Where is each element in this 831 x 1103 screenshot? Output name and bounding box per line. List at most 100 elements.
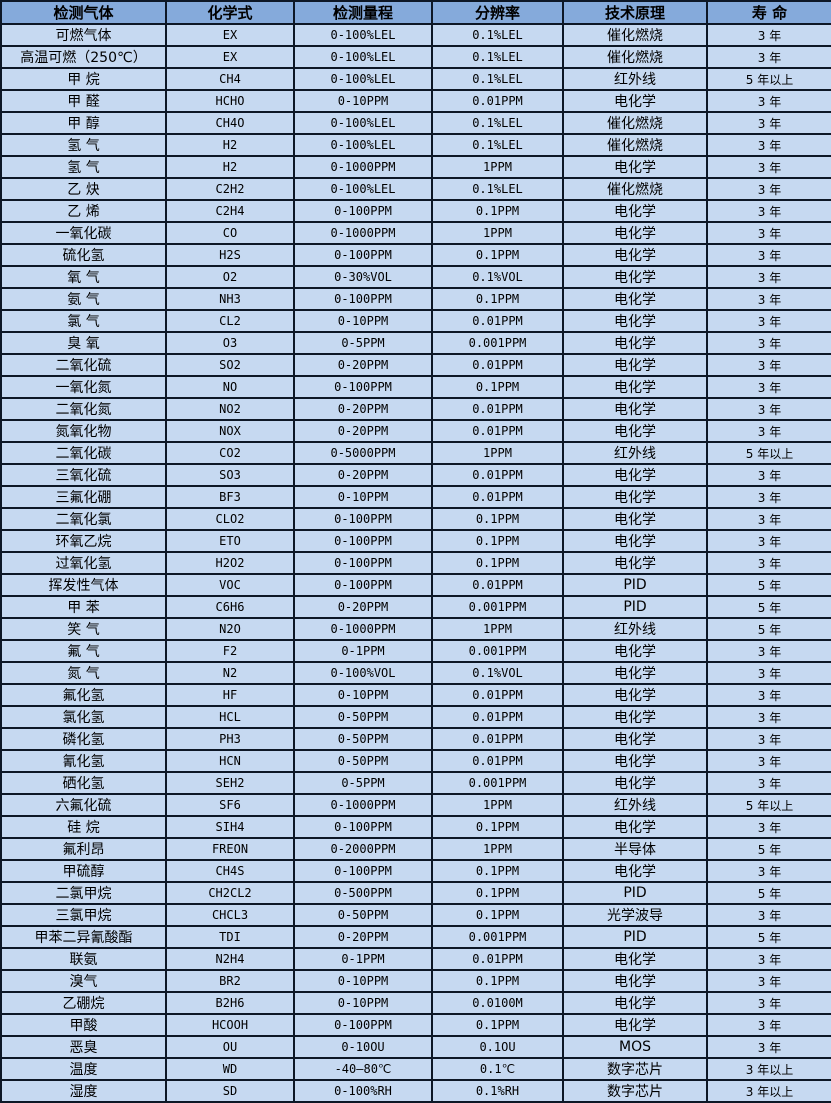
table-row: 磷化氢 PH3 0-50PPM 0.01PPM 电化学 3 年 (0, 727, 831, 751)
principle-cell: 半导体 (562, 837, 708, 861)
lifespan-cell: 3 年 (706, 661, 831, 685)
resolution-cell: 0.1PPM (431, 1013, 564, 1037)
table-row: 乙 炔 C2H2 0-100%LEL 0.1%LEL 催化燃烧 3 年 (0, 177, 831, 201)
range-cell: 0-1000PPM (293, 155, 433, 179)
range-cell: 0-100PPM (293, 243, 433, 267)
table-row: 三氧化硫 SO3 0-20PPM 0.01PPM 电化学 3 年 (0, 463, 831, 487)
range-cell: 0-1000PPM (293, 221, 433, 245)
table-row: 三氯甲烷 CHCL3 0-50PPM 0.1PPM 光学波导 3 年 (0, 903, 831, 927)
resolution-cell: 0.01PPM (431, 727, 564, 751)
range-cell: 0-100%LEL (293, 67, 433, 91)
principle-cell: 电化学 (562, 639, 708, 663)
principle-cell: 电化学 (562, 749, 708, 773)
resolution-cell: 1PPM (431, 793, 564, 817)
principle-cell: 电化学 (562, 265, 708, 289)
lifespan-cell: 3 年 (706, 265, 831, 289)
principle-cell: MOS (562, 1035, 708, 1059)
range-cell: 0-100%LEL (293, 45, 433, 69)
gas-name-cell: 高温可燃（250℃） (0, 45, 167, 69)
gas-name-cell: 氯 气 (0, 309, 167, 333)
range-cell: 0-100PPM (293, 507, 433, 531)
principle-cell: 红外线 (562, 67, 708, 91)
lifespan-cell: 3 年 (706, 287, 831, 311)
principle-cell: 电化学 (562, 1013, 708, 1037)
range-cell: 0-1000PPM (293, 793, 433, 817)
principle-cell: 电化学 (562, 507, 708, 531)
gas-name-cell: 乙 烯 (0, 199, 167, 223)
formula-cell: SF6 (165, 793, 295, 817)
range-cell: 0-100PPM (293, 815, 433, 839)
lifespan-cell: 5 年 (706, 595, 831, 619)
gas-name-cell: 过氧化氢 (0, 551, 167, 575)
range-cell: 0-20PPM (293, 463, 433, 487)
resolution-cell: 0.01PPM (431, 485, 564, 509)
resolution-cell: 0.1PPM (431, 815, 564, 839)
principle-cell: 催化燃烧 (562, 23, 708, 47)
gas-name-cell: 甲酸 (0, 1013, 167, 1037)
resolution-cell: 0.01PPM (431, 419, 564, 443)
lifespan-cell: 3 年 (706, 969, 831, 993)
table-row: 二氧化硫 SO2 0-20PPM 0.01PPM 电化学 3 年 (0, 353, 831, 377)
resolution-cell: 0.01PPM (431, 705, 564, 729)
table-row: 氢 气 H2 0-100%LEL 0.1%LEL 催化燃烧 3 年 (0, 133, 831, 157)
formula-cell: HF (165, 683, 295, 707)
table-row: 硒化氢 SEH2 0-5PPM 0.001PPM 电化学 3 年 (0, 771, 831, 795)
formula-cell: C6H6 (165, 595, 295, 619)
principle-cell: 电化学 (562, 287, 708, 311)
lifespan-cell: 3 年 (706, 199, 831, 223)
range-cell: 0-100PPM (293, 375, 433, 399)
resolution-cell: 0.1PPM (431, 859, 564, 883)
principle-cell: 红外线 (562, 793, 708, 817)
formula-cell: NO2 (165, 397, 295, 421)
formula-cell: H2 (165, 133, 295, 157)
lifespan-cell: 3 年 (706, 243, 831, 267)
principle-cell: 催化燃烧 (562, 177, 708, 201)
table-row: 恶臭 OU 0-10OU 0.1OU MOS 3 年 (0, 1035, 831, 1059)
formula-cell: B2H6 (165, 991, 295, 1015)
resolution-cell: 0.1%LEL (431, 67, 564, 91)
formula-cell: C2H4 (165, 199, 295, 223)
lifespan-cell: 5 年 (706, 617, 831, 641)
lifespan-cell: 5 年 (706, 837, 831, 861)
range-cell: 0-100PPM (293, 199, 433, 223)
principle-cell: 电化学 (562, 683, 708, 707)
lifespan-cell: 3 年 (706, 463, 831, 487)
gas-name-cell: 硒化氢 (0, 771, 167, 795)
range-cell: 0-100PPM (293, 529, 433, 553)
lifespan-cell: 3 年 (706, 903, 831, 927)
lifespan-cell: 3 年 (706, 45, 831, 69)
principle-cell: 电化学 (562, 375, 708, 399)
gas-name-cell: 一氧化碳 (0, 221, 167, 245)
gas-name-cell: 甲 烷 (0, 67, 167, 91)
gas-name-cell: 磷化氢 (0, 727, 167, 751)
table-row: 一氧化碳 CO 0-1000PPM 1PPM 电化学 3 年 (0, 221, 831, 245)
principle-cell: 电化学 (562, 309, 708, 333)
table-row: 一氧化氮 NO 0-100PPM 0.1PPM 电化学 3 年 (0, 375, 831, 399)
formula-cell: HCL (165, 705, 295, 729)
table-row: 甲 烷 CH4 0-100%LEL 0.1%LEL 红外线 5 年以上 (0, 67, 831, 91)
table-row: 甲 醛 HCHO 0-10PPM 0.01PPM 电化学 3 年 (0, 89, 831, 113)
principle-cell: 电化学 (562, 771, 708, 795)
resolution-cell: 0.01PPM (431, 573, 564, 597)
principle-cell: 电化学 (562, 529, 708, 553)
table-row: 乙 烯 C2H4 0-100PPM 0.1PPM 电化学 3 年 (0, 199, 831, 223)
lifespan-cell: 3 年 (706, 859, 831, 883)
lifespan-cell: 3 年 (706, 683, 831, 707)
range-cell: 0-500PPM (293, 881, 433, 905)
principle-cell: 电化学 (562, 353, 708, 377)
gas-name-cell: 环氧乙烷 (0, 529, 167, 553)
gas-name-cell: 一氧化氮 (0, 375, 167, 399)
gas-name-cell: 二氧化氮 (0, 397, 167, 421)
gas-name-cell: 温度 (0, 1057, 167, 1081)
resolution-cell: 0.1PPM (431, 243, 564, 267)
gas-name-cell: 甲 醇 (0, 111, 167, 135)
table-row: 氰化氢 HCN 0-50PPM 0.01PPM 电化学 3 年 (0, 749, 831, 773)
formula-cell: TDI (165, 925, 295, 949)
formula-cell: SIH4 (165, 815, 295, 839)
formula-cell: CH4O (165, 111, 295, 135)
resolution-cell: 0.1%LEL (431, 111, 564, 135)
resolution-cell: 1PPM (431, 837, 564, 861)
principle-cell: 电化学 (562, 89, 708, 113)
range-cell: 0-20PPM (293, 419, 433, 443)
table-row: 甲 苯 C6H6 0-20PPM 0.001PPM PID 5 年 (0, 595, 831, 619)
